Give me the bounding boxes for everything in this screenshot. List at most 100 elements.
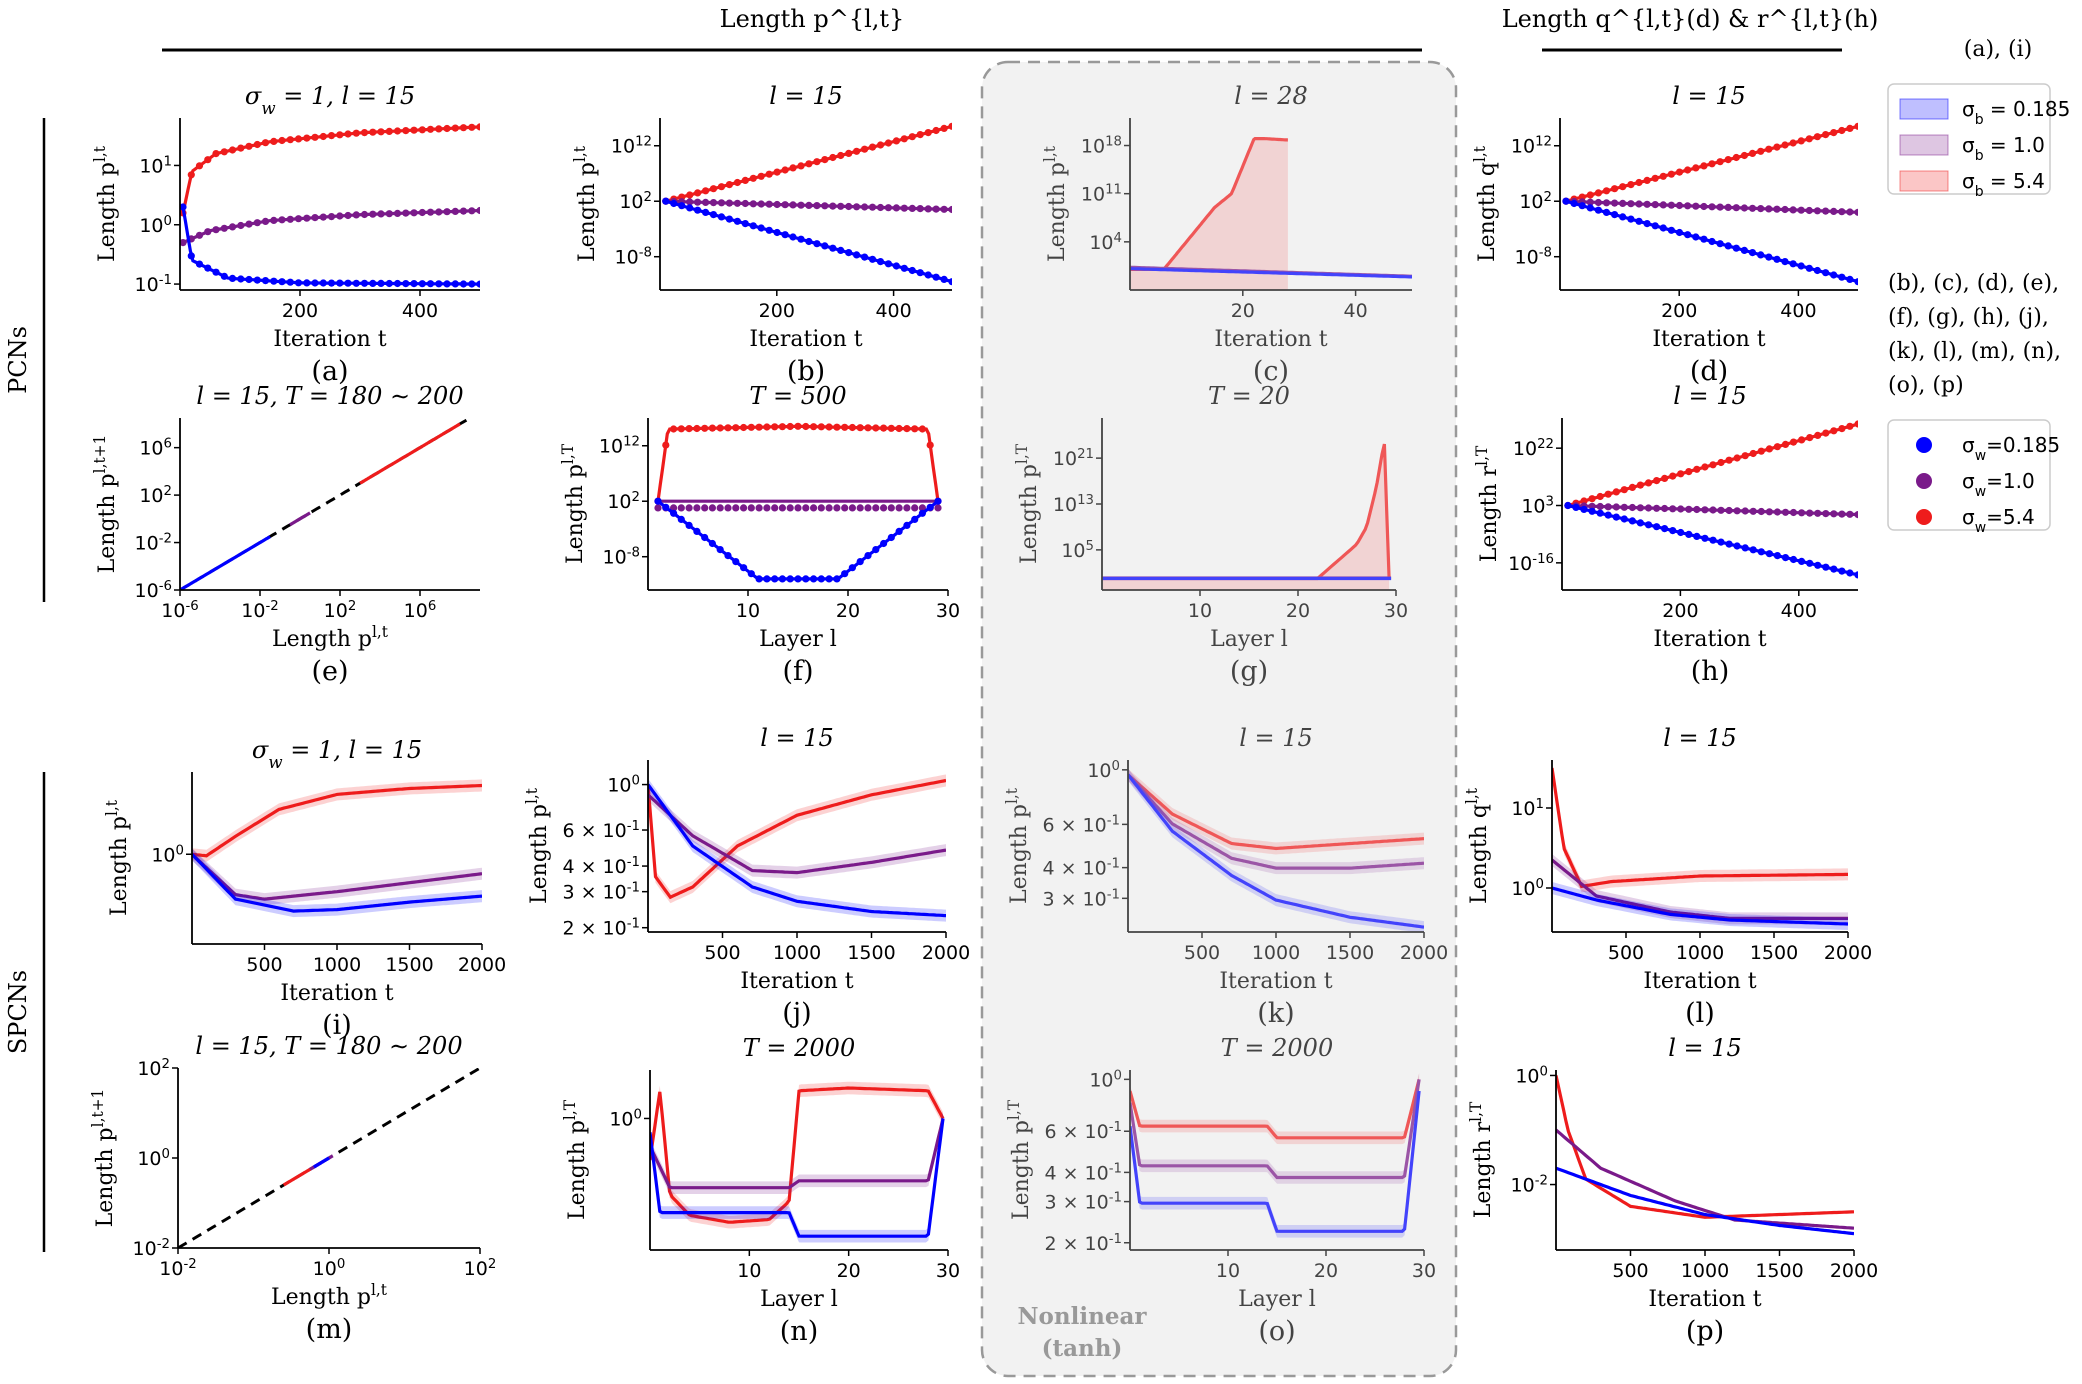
series-point-h-1-26 (1773, 508, 1781, 516)
legend-box-top (1887, 83, 2051, 195)
series-point-a-1-35 (468, 207, 476, 215)
series-point-h-0-13 (1669, 472, 1677, 480)
series-point-h-2-24 (1757, 548, 1765, 556)
panel-label-k: (k) (1257, 998, 1294, 1029)
y-tick-label-f-1: 102 (607, 490, 640, 514)
series-point-a-1-2 (195, 231, 204, 239)
series-point-a-0-20 (344, 130, 352, 138)
series-point-b-2-11 (749, 222, 757, 230)
series-point-d-1-11 (1651, 201, 1659, 209)
series-point-h-2-10 (1644, 521, 1653, 529)
panel-label-o: (o) (1258, 1316, 1295, 1347)
series-point-b-1-27 (876, 203, 885, 212)
series-point-b-1-36 (948, 205, 952, 214)
panel-label-g: (g) (1230, 656, 1268, 687)
series-point-a-2-16 (311, 279, 319, 287)
series-point-a-2-9 (253, 276, 261, 284)
series-point-a-2-3 (204, 264, 212, 272)
series-point-d-0-14 (1675, 168, 1684, 176)
x-tick-label-j-0: 500 (704, 942, 740, 964)
x-axis-label-a: Iteration t (273, 327, 386, 352)
series-point-b-0-28 (884, 139, 893, 147)
plot-area-b (662, 122, 952, 286)
series-point-d-0-35 (1846, 124, 1854, 132)
x-tick-label-l-2: 1500 (1750, 942, 1798, 964)
y-axis-label-c: Length pl,t (1041, 145, 1070, 262)
series-point-b-2-9 (733, 217, 742, 225)
chart-title-h: l = 15 (1673, 382, 1747, 410)
series-point-b-0-18 (805, 160, 813, 168)
panel-c: 20 40 104 1011 1018 l = 28 Iteration t Length p… (1041, 82, 1412, 387)
series-point-d-0-21 (1732, 153, 1740, 162)
series-line-f-2 (657, 499, 939, 581)
series-point-a-1-3 (204, 228, 212, 236)
y-tick-label-m-1: 100 (137, 1147, 170, 1171)
series-point-h-1-36 (1854, 511, 1858, 519)
series-point-f-1-33 (911, 504, 919, 512)
series-point-d-2-21 (1732, 244, 1740, 252)
series-point-a-2-32 (443, 280, 451, 288)
series-point-b-0-31 (908, 133, 916, 141)
panel-n: 10 20 30 100 T = 2000 Layer l Length pl,T (n) (561, 1034, 960, 1347)
series-point-f-0-11 (740, 423, 748, 432)
series-point-b-2-23 (845, 249, 853, 257)
y-axis-label-n: Length pl,T (561, 1099, 590, 1220)
x-tick-label-d-1: 400 (1780, 300, 1816, 322)
series-point-h-0-22 (1741, 452, 1749, 460)
series-point-h-0-9 (1636, 481, 1644, 489)
series-point-b-1-7 (717, 199, 726, 207)
x-tick-label-o-0: 10 (1216, 1260, 1240, 1282)
x-tick-label-c-1: 40 (1344, 300, 1368, 322)
series-point-a-2-34 (459, 280, 468, 288)
panel-label-c: (c) (1253, 356, 1289, 387)
series-point-a-1-11 (270, 216, 278, 224)
series-point-f-1-0 (654, 504, 662, 512)
series-line-k-2 (1128, 773, 1424, 929)
series-point-f-2-9 (724, 552, 732, 560)
legend-marker-bottom-1 (1916, 473, 1932, 489)
series-point-a-0-31 (435, 125, 443, 133)
series-point-f-0-4 (685, 425, 693, 433)
y-tick-label-d-1: 102 (1519, 190, 1552, 214)
series-point-d-2-29 (1797, 262, 1805, 270)
series-point-h-1-18 (1709, 506, 1717, 514)
y-tick-label-b-1: 102 (619, 190, 652, 214)
y-tick-label-o-4: 100 (1089, 1068, 1122, 1092)
series-point-d-2-36 (1854, 278, 1858, 286)
y-axis-label-m: Length pl,t+1 (89, 1089, 118, 1228)
series-point-a-1-26 (393, 209, 402, 217)
series-point-b-2-0 (662, 197, 670, 205)
panel-m: 10-2 100 102 10-2 100 102 l = 15, T = 180 ∼ 20… (89, 1032, 496, 1345)
series-line-k-1 (1128, 773, 1424, 870)
series-point-f-1-2 (670, 504, 678, 512)
series-point-f-1-30 (887, 504, 895, 512)
series-point-b-2-5 (702, 208, 710, 216)
y-axis-label-d: Length ql,t (1471, 145, 1500, 262)
panel-b: 200 400 10-8 102 1012 l = 15 Iteration t Length… (571, 82, 952, 387)
series-point-d-2-28 (1789, 260, 1797, 268)
series-point-h-0-19 (1717, 458, 1725, 467)
y-tick-label-j-3: 6 × 10-1 (562, 819, 640, 843)
y-tick-label-h-0: 10-16 (1508, 551, 1554, 575)
panel-g: 10 20 30 105 1013 1021 T = 20 Layer l Length pl,… (1013, 382, 1408, 687)
x-tick-label-k-3: 2000 (1400, 942, 1448, 964)
x-tick-label-k-2: 1500 (1326, 942, 1374, 964)
series-point-a-2-33 (451, 280, 459, 288)
series-point-a-2-12 (278, 278, 286, 286)
series-point-d-1-7 (1619, 199, 1627, 207)
legend-label-top-2: σb = 5.4 (1962, 169, 2045, 200)
series-point-f-2-12 (747, 570, 755, 578)
series-point-f-2-29 (880, 539, 888, 548)
series-point-h-1-33 (1830, 510, 1838, 518)
series-point-f-1-25 (848, 504, 857, 512)
series-point-b-1-16 (789, 201, 797, 209)
y-tick-label-g-0: 105 (1061, 538, 1094, 562)
series-point-b-2-8 (725, 215, 734, 223)
series-point-b-1-19 (813, 202, 821, 210)
panel-f: 10 20 30 10-8 102 1012 T = 500 Layer l Length pl… (559, 382, 960, 687)
series-point-h-1-20 (1725, 506, 1733, 515)
series-point-f-0-12 (747, 423, 755, 431)
series-point-a-2-21 (352, 279, 360, 287)
series-point-d-0-34 (1838, 126, 1846, 135)
series-point-h-0-33 (1830, 427, 1838, 435)
